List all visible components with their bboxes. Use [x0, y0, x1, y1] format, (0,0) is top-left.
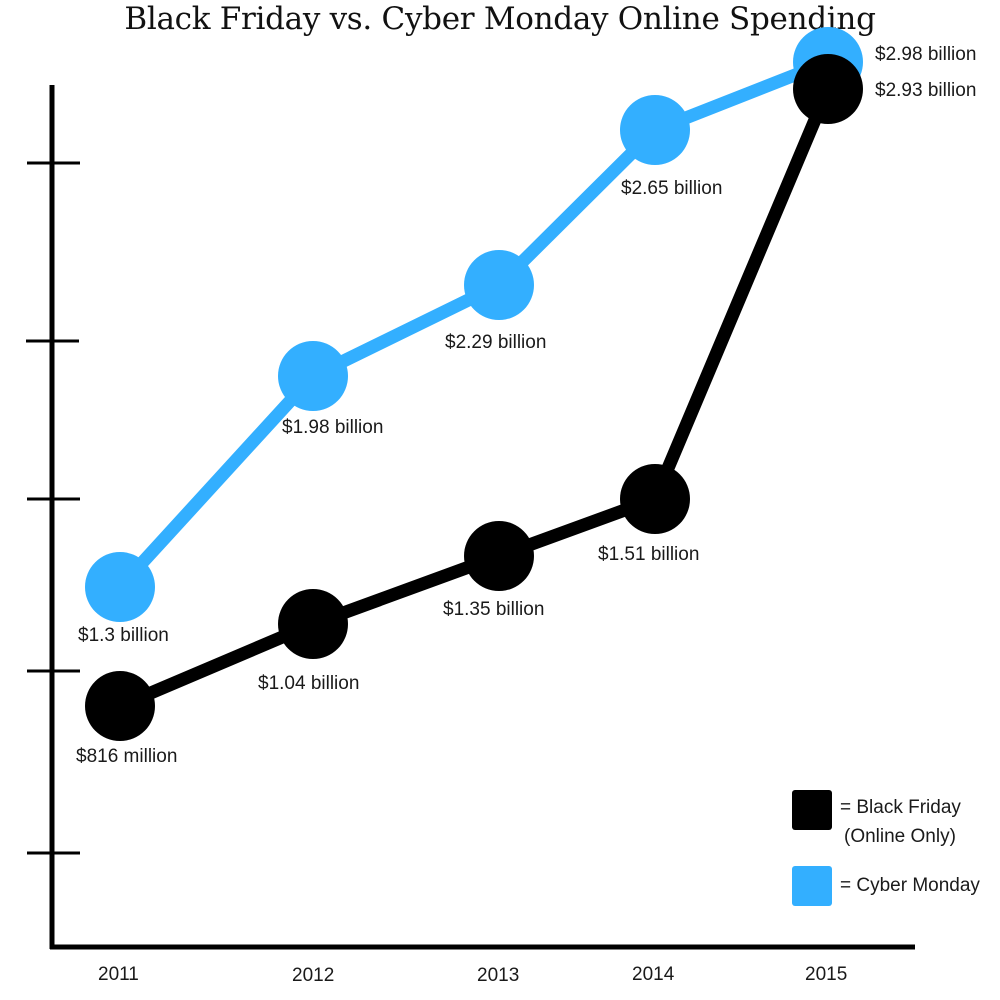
x-tick-label: 2014 — [632, 964, 675, 985]
legend-label-cyber-monday: = Cyber Monday — [840, 875, 980, 896]
x-tick-label: 2015 — [805, 964, 847, 985]
y-axis-ticks — [26, 161, 80, 855]
data-label-cm-2012: $1.98 billion — [282, 417, 383, 438]
x-axis-labels: 2011 2012 2013 2014 2015 — [98, 964, 847, 986]
data-label-cm-2011: $1.3 billion — [78, 625, 169, 646]
cyber-monday-points — [85, 27, 863, 622]
legend-label-black-friday-sub: (Online Only) — [844, 826, 956, 847]
data-label-bf-2011: $816 million — [76, 746, 177, 767]
data-label-cm-2013: $2.29 billion — [445, 332, 546, 353]
data-label-bf-2013: $1.35 billion — [443, 599, 544, 620]
black-friday-points — [85, 54, 863, 741]
data-label-bf-2014: $1.51 billion — [598, 544, 699, 565]
cyber-monday-swatch-icon — [792, 866, 832, 906]
data-label-bf-2012: $1.04 billion — [258, 673, 359, 694]
black-friday-swatch-icon — [792, 790, 832, 830]
data-label-cm-2014: $2.65 billion — [621, 178, 722, 199]
x-tick-label: 2011 — [98, 964, 139, 985]
legend-label-black-friday: = Black Friday — [840, 797, 961, 818]
data-label-cm-2015: $2.98 billion — [875, 44, 976, 65]
chart-title: Black Friday vs. Cyber Monday Online Spe… — [124, 1, 876, 37]
x-tick-label: 2012 — [292, 965, 334, 986]
x-tick-label: 2013 — [477, 965, 519, 986]
data-label-bf-2015: $2.93 billion — [875, 80, 976, 101]
